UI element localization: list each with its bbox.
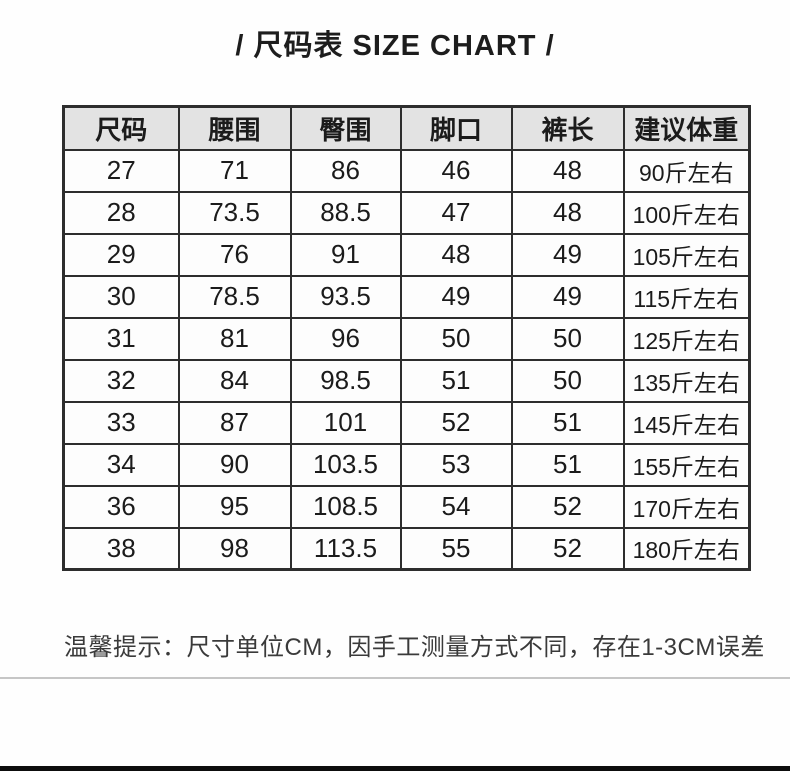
table-cell: 52 bbox=[510, 526, 625, 571]
table-cell: 135斤左右 bbox=[622, 358, 751, 403]
header-row: 尺码 腰围 臀围 脚口 裤长 建议体重 bbox=[62, 105, 751, 151]
table-cell: 30 bbox=[62, 274, 180, 319]
table-cell: 48 bbox=[510, 148, 625, 193]
table-cell: 103.5 bbox=[289, 442, 402, 487]
table-cell: 51 bbox=[399, 358, 513, 403]
table-cell: 145斤左右 bbox=[622, 400, 751, 445]
table-cell: 49 bbox=[510, 274, 625, 319]
table-cell: 101 bbox=[289, 400, 402, 445]
table-cell: 34 bbox=[62, 442, 180, 487]
table-cell: 36 bbox=[62, 484, 180, 529]
table-cell: 170斤左右 bbox=[622, 484, 751, 529]
table-cell: 76 bbox=[177, 232, 292, 277]
table-cell: 49 bbox=[399, 274, 513, 319]
table-cell: 33 bbox=[62, 400, 180, 445]
table-cell: 98 bbox=[177, 526, 292, 571]
table-row: 36 95 108.5 54 52 170斤左右 bbox=[62, 484, 751, 529]
table-cell: 78.5 bbox=[177, 274, 292, 319]
table-row: 29 76 91 48 49 105斤左右 bbox=[62, 232, 751, 277]
table-row: 33 87 101 52 51 145斤左右 bbox=[62, 400, 751, 445]
table-cell: 86 bbox=[289, 148, 402, 193]
table-cell: 81 bbox=[177, 316, 292, 361]
table-cell: 54 bbox=[399, 484, 513, 529]
table-cell: 91 bbox=[289, 232, 402, 277]
column-header: 建议体重 bbox=[622, 105, 751, 151]
table-cell: 55 bbox=[399, 526, 513, 571]
table-cell: 90斤左右 bbox=[622, 148, 751, 193]
table-row: 32 84 98.5 51 50 135斤左右 bbox=[62, 358, 751, 403]
table-cell: 28 bbox=[62, 190, 180, 235]
table-cell: 95 bbox=[177, 484, 292, 529]
table-cell: 73.5 bbox=[177, 190, 292, 235]
table-cell: 125斤左右 bbox=[622, 316, 751, 361]
table-cell: 105斤左右 bbox=[622, 232, 751, 277]
measurement-disclaimer-note: 温馨提示：尺寸单位CM，因手工测量方式不同，存在1-3CM误差 bbox=[64, 634, 765, 661]
table-cell: 96 bbox=[289, 316, 402, 361]
table-cell: 46 bbox=[399, 148, 513, 193]
table-row: 30 78.5 93.5 49 49 115斤左右 bbox=[62, 274, 751, 319]
table-header: 尺码 腰围 臀围 脚口 裤长 建议体重 bbox=[62, 105, 751, 151]
table-cell: 38 bbox=[62, 526, 180, 571]
table-cell: 52 bbox=[510, 484, 625, 529]
table-cell: 29 bbox=[62, 232, 180, 277]
table-cell: 108.5 bbox=[289, 484, 402, 529]
table-row: 28 73.5 88.5 47 48 100斤左右 bbox=[62, 190, 751, 235]
table-cell: 51 bbox=[510, 442, 625, 487]
table-body: 27 71 86 46 48 90斤左右 28 73.5 88.5 47 48 100斤左右 29 76 9… bbox=[62, 148, 751, 571]
table-cell: 84 bbox=[177, 358, 292, 403]
table-cell: 50 bbox=[510, 316, 625, 361]
table-row: 31 81 96 50 50 125斤左右 bbox=[62, 316, 751, 361]
table-cell: 48 bbox=[399, 232, 513, 277]
table-cell: 98.5 bbox=[289, 358, 402, 403]
table-cell: 50 bbox=[510, 358, 625, 403]
table-cell: 31 bbox=[62, 316, 180, 361]
table-cell: 49 bbox=[510, 232, 625, 277]
column-header: 腰围 bbox=[177, 105, 292, 151]
table-row: 38 98 113.5 55 52 180斤左右 bbox=[62, 526, 751, 571]
bottom-bar bbox=[0, 766, 790, 771]
table-cell: 27 bbox=[62, 148, 180, 193]
page-title: / 尺码表 SIZE CHART / bbox=[235, 30, 555, 62]
table-cell: 32 bbox=[62, 358, 180, 403]
column-header: 裤长 bbox=[510, 105, 625, 151]
table-cell: 100斤左右 bbox=[622, 190, 751, 235]
table-cell: 90 bbox=[177, 442, 292, 487]
column-header: 尺码 bbox=[62, 105, 180, 151]
size-chart-table: 尺码 腰围 臀围 脚口 裤长 建议体重 27 71 86 46 48 90斤左右 28 73.5 88.5… bbox=[62, 105, 751, 571]
table-cell: 48 bbox=[510, 190, 625, 235]
table-cell: 87 bbox=[177, 400, 292, 445]
table-cell: 52 bbox=[399, 400, 513, 445]
table-cell: 71 bbox=[177, 148, 292, 193]
table-cell: 88.5 bbox=[289, 190, 402, 235]
table-cell: 50 bbox=[399, 316, 513, 361]
column-header: 脚口 bbox=[399, 105, 513, 151]
table-cell: 47 bbox=[399, 190, 513, 235]
table-row: 34 90 103.5 53 51 155斤左右 bbox=[62, 442, 751, 487]
table-cell: 51 bbox=[510, 400, 625, 445]
table-cell: 155斤左右 bbox=[622, 442, 751, 487]
table-cell: 53 bbox=[399, 442, 513, 487]
divider-line bbox=[0, 677, 790, 679]
table-cell: 93.5 bbox=[289, 274, 402, 319]
column-header: 臀围 bbox=[289, 105, 402, 151]
table-cell: 115斤左右 bbox=[622, 274, 751, 319]
table-row: 27 71 86 46 48 90斤左右 bbox=[62, 148, 751, 193]
table-cell: 113.5 bbox=[289, 526, 402, 571]
table-cell: 180斤左右 bbox=[622, 526, 751, 571]
